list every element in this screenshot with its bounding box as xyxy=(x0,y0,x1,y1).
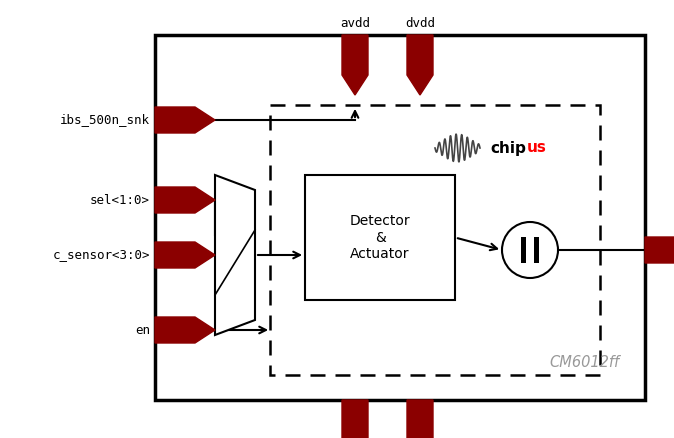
Bar xyxy=(534,237,539,263)
Text: avdd: avdd xyxy=(340,17,370,30)
Text: sel<1:0>: sel<1:0> xyxy=(90,194,150,206)
Text: chip: chip xyxy=(490,141,526,155)
Bar xyxy=(521,237,526,263)
Polygon shape xyxy=(645,237,674,263)
Text: CM6012ff: CM6012ff xyxy=(550,355,620,370)
Text: us: us xyxy=(527,141,547,155)
Polygon shape xyxy=(155,107,215,133)
Bar xyxy=(270,105,600,375)
Polygon shape xyxy=(342,400,368,438)
Text: c_sensor<3:0>: c_sensor<3:0> xyxy=(53,248,150,261)
Polygon shape xyxy=(155,187,215,213)
Polygon shape xyxy=(407,35,433,95)
Bar xyxy=(155,35,645,400)
Polygon shape xyxy=(215,175,255,335)
Text: dvdd: dvdd xyxy=(405,17,435,30)
Text: Detector
&
Actuator: Detector & Actuator xyxy=(350,214,410,261)
Polygon shape xyxy=(342,35,368,95)
Text: en: en xyxy=(135,324,150,336)
Polygon shape xyxy=(155,317,215,343)
Text: ibs_500n_snk: ibs_500n_snk xyxy=(60,113,150,127)
Polygon shape xyxy=(155,242,215,268)
Bar xyxy=(305,175,455,300)
Polygon shape xyxy=(407,400,433,438)
Circle shape xyxy=(502,222,558,278)
